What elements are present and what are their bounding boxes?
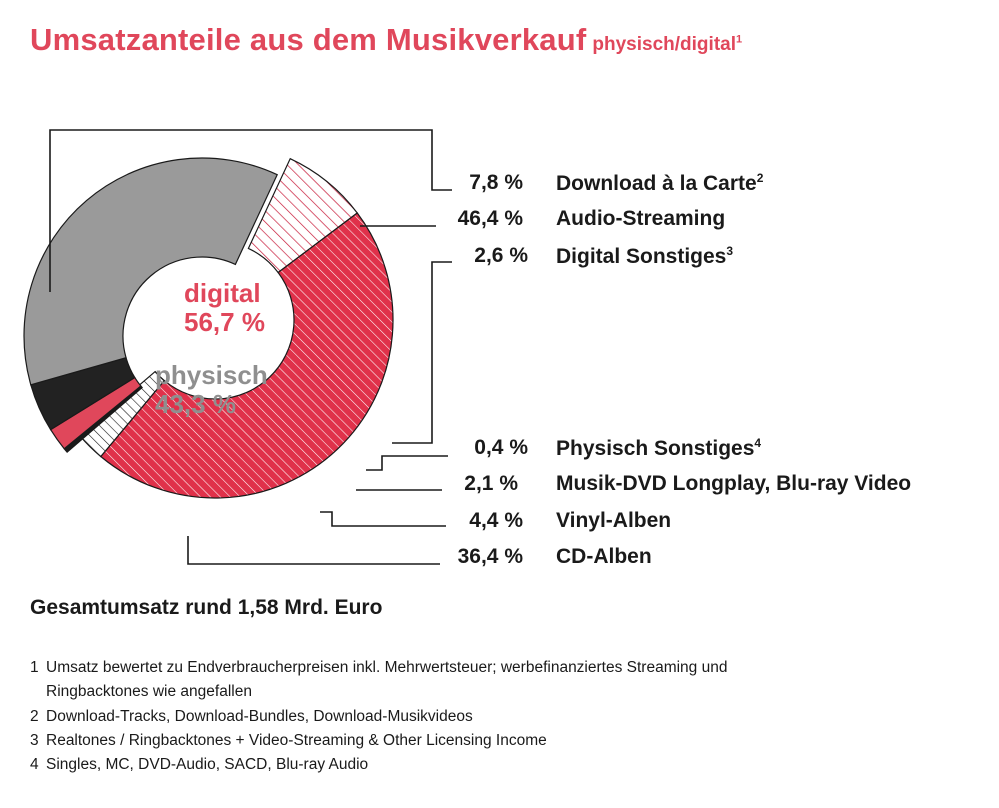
footnote-1: 1 Umsatz bewertet zu Endverbraucherpreise… [30, 656, 727, 704]
footnote-1-number: 1 [30, 659, 39, 676]
legend-label-digital-sonstiges-text: Digital Sonstiges [556, 245, 727, 268]
center-physisch-label: physisch [155, 360, 268, 390]
legend-label-streaming: Audio-Streaming [556, 207, 725, 231]
leader-digital-sonstiges [392, 261, 452, 444]
legend-label-dvd: Musik-DVD Longplay, Blu-ray Video [556, 472, 911, 496]
center-digital-value: 56,7 % [184, 307, 265, 337]
legend-label-dvd-text: Musik-DVD Longplay, Blu-ray Video [556, 472, 912, 495]
footnote-4-text: Singles, MC, DVD-Audio, SACD, Blu-ray Au… [46, 756, 369, 773]
legend-label-vinyl: Vinyl-Alben [556, 509, 671, 533]
chart-title-sub: physisch/digital1 [592, 34, 742, 55]
legend-label-streaming-text: Audio-Streaming [556, 207, 726, 230]
leader-vinyl [320, 511, 446, 527]
footnote-1-text: Umsatz bewertet zu Endverbraucherpreisen… [46, 659, 728, 676]
footnote-1-continuation: Ringbacktones wie angefallen [46, 683, 252, 700]
chart-title-main: Umsatzanteile aus dem Musikverkauf [30, 22, 587, 57]
legend-label-vinyl-text: Vinyl-Alben [556, 509, 672, 532]
chart-title-sub-text: physisch/digital [592, 34, 736, 55]
legend-pct-dvd: 2,1 % [464, 472, 518, 495]
legend-pct-download: 7,8 % [469, 171, 523, 194]
legend-label-download-text: Download à la Carte [556, 172, 757, 195]
legend-label-download-footnote: 2 [756, 171, 764, 185]
legend-pct-vinyl: 4,4 % [469, 509, 523, 532]
slice-streaming [99, 212, 394, 499]
legend-label-download: Download à la Carte2 [556, 171, 763, 196]
legend-pct-digital-sonstiges: 2,6 % [474, 244, 528, 267]
leader-cd [187, 536, 440, 565]
legend-label-physisch-sonstiges: Physisch Sonstiges4 [556, 436, 761, 461]
legend-label-cd-text: CD-Alben [556, 545, 652, 568]
slice-cd [23, 157, 279, 386]
leader-download [49, 129, 452, 292]
center-digital-label: digital [184, 278, 261, 308]
chart-title-sub-footnote: 1 [736, 33, 743, 46]
legend-label-digital-sonstiges: Digital Sonstiges3 [556, 244, 733, 269]
legend-pct-physisch-sonstiges: 0,4 % [474, 436, 528, 459]
center-physisch: physisch 43,3 % [155, 361, 268, 419]
leader-physisch-sonstiges [366, 455, 448, 471]
footnote-3: 3 Realtones / Ringbacktones + Video-Strea… [30, 729, 547, 753]
footnote-3-text: Realtones / Ringbacktones + Video-Stream… [46, 732, 547, 749]
legend-label-physisch-sonstiges-text: Physisch Sonstiges [556, 437, 755, 460]
legend-pct-streaming: 46,4 % [457, 207, 523, 230]
legend-pct-cd: 36,4 % [457, 545, 523, 568]
footnote-4-number: 4 [30, 756, 39, 773]
center-physisch-value: 43,3 % [155, 389, 236, 419]
footnote-4: 4 Singles, MC, DVD-Audio, SACD, Blu-ray A… [30, 753, 368, 777]
footnote-1-line: 1 Umsatz bewertet zu Endverbraucherpreise… [30, 656, 727, 680]
footnote-2-number: 2 [30, 708, 39, 725]
donut-slices [23, 157, 394, 499]
footnote-2: 2 Download-Tracks, Download-Bundles, Down… [30, 705, 473, 729]
total-revenue: Gesamtumsatz rund 1,58 Mrd. Euro [30, 596, 383, 619]
center-digital: digital 56,7 % [184, 279, 265, 337]
legend-label-physisch-sonstiges-footnote: 4 [754, 436, 762, 450]
slice-digital-sonstiges [79, 370, 166, 458]
footnote-3-number: 3 [30, 732, 39, 749]
legend-label-cd: CD-Alben [556, 545, 652, 569]
chart-title: Umsatzanteile aus dem Musikverkauf physis… [30, 22, 742, 58]
legend-label-digital-sonstiges-footnote: 3 [726, 244, 734, 258]
leader-lines [49, 129, 452, 565]
footnote-2-text: Download-Tracks, Download-Bundles, Downl… [46, 708, 473, 725]
